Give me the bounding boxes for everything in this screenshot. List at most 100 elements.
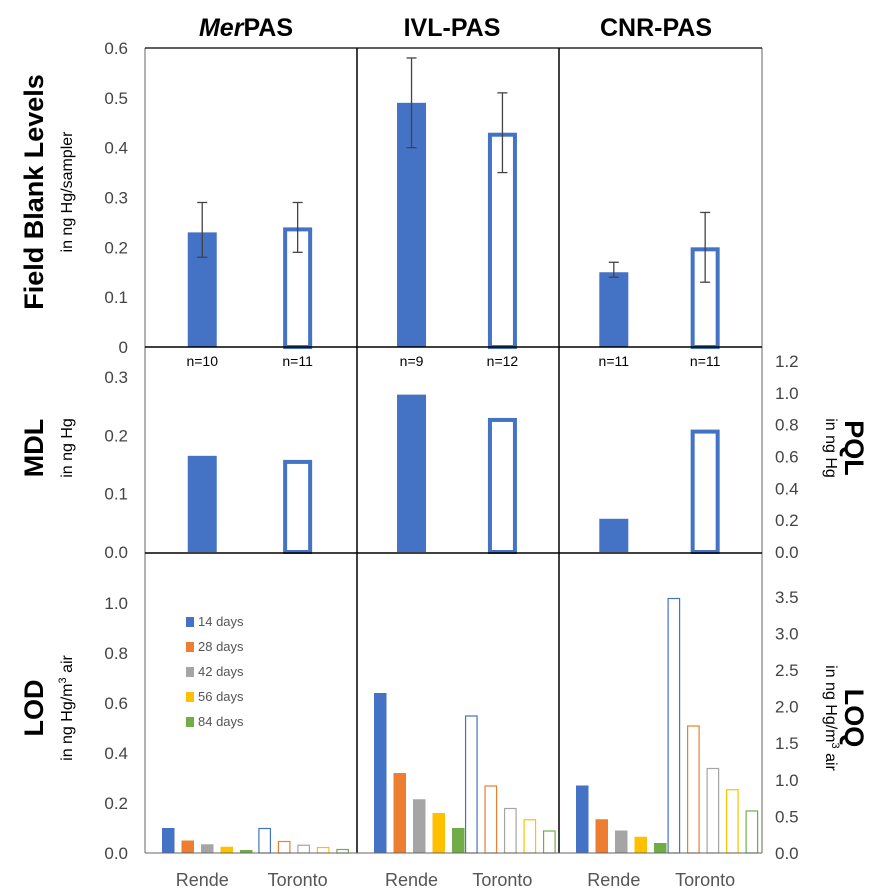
y-tick-label: 0 xyxy=(119,338,128,357)
legend-label: 28 days xyxy=(198,639,244,654)
bar xyxy=(595,819,608,853)
legend-swatch xyxy=(186,717,194,727)
bar xyxy=(432,813,445,853)
x-category-label: Toronto xyxy=(472,870,532,890)
legend-label: 42 days xyxy=(198,664,244,679)
y-tick-label: 1.0 xyxy=(104,594,128,613)
loq-title: LOQ xyxy=(839,689,869,748)
y2-tick-label: 0.8 xyxy=(775,416,799,435)
bar xyxy=(187,455,217,552)
sample-count-label: n=11 xyxy=(599,353,630,369)
y-tick-label: 0.0 xyxy=(104,543,128,562)
mdl-unit: in ng Hg xyxy=(59,418,76,478)
y2-tick-label: 2.0 xyxy=(775,698,799,717)
y2-tick-label: 1.5 xyxy=(775,734,799,753)
bar xyxy=(599,272,629,347)
y2-tick-label: 1.0 xyxy=(775,771,799,790)
bar xyxy=(615,830,628,853)
bar xyxy=(484,785,498,854)
field-blank-title: Field Blank Levels xyxy=(19,74,49,310)
bar xyxy=(667,597,681,854)
bar xyxy=(634,836,647,853)
pql-title: PQL xyxy=(839,420,869,476)
y-tick-label: 0.2 xyxy=(104,238,128,257)
title-ivlpas: IVL-PAS xyxy=(404,14,501,42)
bar xyxy=(654,843,667,853)
bar xyxy=(413,799,426,853)
sample-count-label: n=10 xyxy=(186,353,218,369)
y-tick-label: 0.1 xyxy=(104,288,128,307)
legend-swatch xyxy=(186,642,194,652)
y2-tick-label: 0.2 xyxy=(775,511,799,530)
bar xyxy=(258,827,272,854)
bar xyxy=(181,840,194,853)
title-cnrpas: CNR-PAS xyxy=(600,14,712,42)
bar xyxy=(690,429,720,555)
y2-tick-label: 3.0 xyxy=(775,624,799,643)
y-tick-label: 0.3 xyxy=(104,368,128,387)
x-category-label: Rende xyxy=(587,870,640,890)
title-merpas: MerPAS xyxy=(199,14,293,42)
y-tick-label: 0.1 xyxy=(104,485,128,504)
x-category-label: Toronto xyxy=(675,870,735,890)
field-blank-unit: in ng Hg/sampler xyxy=(59,131,76,253)
y-tick-label: 0.6 xyxy=(104,39,128,58)
bar xyxy=(726,789,739,854)
bar xyxy=(162,828,175,853)
y2-tick-label: 1.0 xyxy=(775,384,799,403)
y-tick-label: 0.4 xyxy=(104,744,128,763)
loq-unit: in ng Hg/m3 air xyxy=(822,665,841,771)
y2-tick-label: 2.5 xyxy=(775,661,799,680)
legend-swatch xyxy=(186,692,194,702)
y-tick-label: 0.3 xyxy=(104,189,128,208)
y-tick-label: 0.4 xyxy=(104,139,128,158)
pql-unit: in ng Hg xyxy=(822,418,839,478)
lod-title: LOD xyxy=(19,680,49,737)
sample-count-label: n=12 xyxy=(487,353,519,369)
legend-swatch xyxy=(186,617,194,627)
sample-count-label: n=11 xyxy=(690,353,721,369)
bar xyxy=(336,848,350,854)
bar xyxy=(374,693,387,853)
bar xyxy=(393,773,406,853)
y2-tick-label: 0.0 xyxy=(775,543,799,562)
bar xyxy=(220,846,233,853)
sample-count-label: n=9 xyxy=(400,353,424,369)
bar xyxy=(452,828,465,853)
y2-tick-label: 0.4 xyxy=(775,479,799,498)
y-tick-label: 0.6 xyxy=(104,694,128,713)
bar xyxy=(687,725,700,854)
legend-swatch xyxy=(186,667,194,677)
y2-tick-label: 0.5 xyxy=(775,807,799,826)
bar xyxy=(542,830,556,854)
y-tick-label: 0.5 xyxy=(104,89,128,108)
y-tick-label: 0.2 xyxy=(104,426,128,445)
bar xyxy=(316,846,330,854)
x-category-label: Rende xyxy=(385,870,438,890)
y2-tick-label: 0.0 xyxy=(775,844,799,863)
y-tick-label: 0.2 xyxy=(104,794,128,813)
bar xyxy=(576,785,589,853)
bar xyxy=(297,844,311,854)
sample-count-label: n=11 xyxy=(282,353,313,369)
bar xyxy=(487,417,517,555)
bar xyxy=(503,807,517,854)
bar xyxy=(201,844,214,853)
y2-tick-label: 0.6 xyxy=(775,448,799,467)
bar xyxy=(745,810,759,854)
bar xyxy=(706,767,720,854)
bar xyxy=(240,850,253,853)
y-tick-label: 0.0 xyxy=(104,844,128,863)
bar xyxy=(397,394,427,552)
x-category-label: Toronto xyxy=(268,870,328,890)
lod-unit: in ng Hg/m3 air xyxy=(57,654,76,760)
x-category-label: Rende xyxy=(176,870,229,890)
bar xyxy=(523,819,537,854)
legend-label: 14 days xyxy=(198,614,244,629)
bar xyxy=(599,518,629,552)
y-tick-label: 0.8 xyxy=(104,644,128,663)
bar xyxy=(277,840,291,854)
mdl-title: MDL xyxy=(19,419,49,477)
bar xyxy=(464,715,478,854)
